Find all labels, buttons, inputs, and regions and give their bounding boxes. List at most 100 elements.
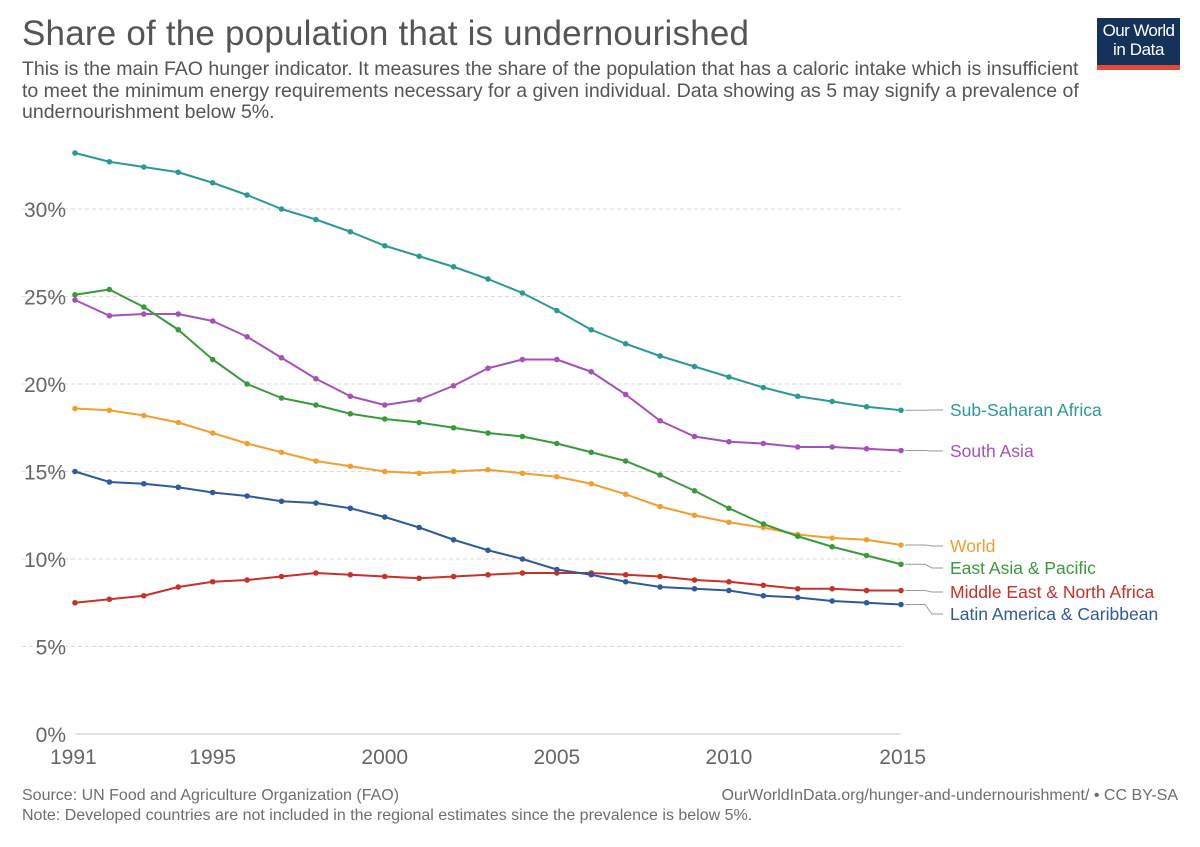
data-point[interactable] <box>209 578 216 585</box>
series-end-label[interactable]: Sub-Saharan Africa <box>950 400 1102 420</box>
data-point[interactable] <box>278 395 285 401</box>
data-point[interactable] <box>863 536 870 543</box>
data-point[interactable] <box>691 577 698 583</box>
data-point[interactable] <box>141 164 147 170</box>
owid-logo[interactable]: Our World in Data <box>1097 18 1180 70</box>
data-point[interactable] <box>244 577 250 583</box>
data-point[interactable] <box>622 571 629 578</box>
data-point[interactable] <box>347 571 354 578</box>
data-point[interactable] <box>72 405 78 412</box>
data-point[interactable] <box>863 599 870 606</box>
series-east-asia-pacific[interactable] <box>72 286 904 568</box>
data-point[interactable] <box>691 363 698 370</box>
data-point[interactable] <box>175 419 182 426</box>
data-point[interactable] <box>829 535 835 541</box>
data-point[interactable] <box>209 356 216 363</box>
data-point[interactable] <box>141 480 147 487</box>
source-url[interactable]: OurWorldInData.org/hunger-and-undernouri… <box>721 787 1179 804</box>
data-point[interactable] <box>554 307 560 314</box>
data-point[interactable] <box>209 179 216 186</box>
data-point[interactable] <box>726 505 732 512</box>
data-point[interactable] <box>485 365 491 372</box>
data-point[interactable] <box>244 381 250 387</box>
data-point[interactable] <box>519 570 526 576</box>
data-point[interactable] <box>416 470 422 477</box>
data-point[interactable] <box>863 552 870 559</box>
data-point[interactable] <box>450 468 457 475</box>
data-point[interactable] <box>657 503 663 510</box>
data-point[interactable] <box>313 402 319 408</box>
data-point[interactable] <box>141 412 147 419</box>
data-point[interactable] <box>588 326 595 333</box>
data-point[interactable] <box>657 584 663 590</box>
data-point[interactable] <box>829 398 835 405</box>
data-point[interactable] <box>898 407 904 414</box>
data-point[interactable] <box>898 587 904 594</box>
data-point[interactable] <box>347 393 354 400</box>
series-end-label[interactable]: Middle East & North Africa <box>950 582 1155 602</box>
series-world[interactable] <box>72 405 904 548</box>
data-point[interactable] <box>72 150 78 156</box>
data-point[interactable] <box>278 206 285 212</box>
data-point[interactable] <box>416 396 422 403</box>
data-point[interactable] <box>381 416 388 422</box>
data-point[interactable] <box>347 505 354 512</box>
data-point[interactable] <box>863 445 870 452</box>
data-point[interactable] <box>106 158 113 165</box>
data-point[interactable] <box>726 519 732 526</box>
data-point[interactable] <box>450 573 457 580</box>
data-point[interactable] <box>72 599 78 606</box>
data-point[interactable] <box>554 566 560 573</box>
data-point[interactable] <box>209 318 216 324</box>
data-point[interactable] <box>760 521 767 527</box>
series-end-label[interactable]: East Asia & Pacific <box>950 558 1096 578</box>
data-point[interactable] <box>657 573 663 580</box>
data-point[interactable] <box>691 487 698 494</box>
data-point[interactable] <box>554 473 560 480</box>
data-point[interactable] <box>72 291 78 298</box>
series-south-asia[interactable] <box>72 297 904 454</box>
data-point[interactable] <box>347 410 354 417</box>
data-point[interactable] <box>622 491 629 498</box>
data-point[interactable] <box>829 444 835 450</box>
data-point[interactable] <box>485 466 491 473</box>
data-point[interactable] <box>175 584 182 590</box>
data-point[interactable] <box>416 419 422 426</box>
data-point[interactable] <box>106 286 113 293</box>
data-point[interactable] <box>829 585 835 592</box>
data-point[interactable] <box>106 312 113 319</box>
data-point[interactable] <box>141 592 147 599</box>
data-point[interactable] <box>760 582 767 589</box>
series-end-label[interactable]: South Asia <box>950 441 1034 461</box>
data-point[interactable] <box>244 440 250 447</box>
data-point[interactable] <box>485 571 491 578</box>
data-point[interactable] <box>485 547 491 554</box>
data-point[interactable] <box>760 592 767 599</box>
series-latin-america-caribbean[interactable] <box>72 468 904 608</box>
data-point[interactable] <box>588 368 595 375</box>
data-point[interactable] <box>898 542 904 548</box>
data-point[interactable] <box>278 498 285 505</box>
data-point[interactable] <box>554 356 560 363</box>
data-point[interactable] <box>588 480 595 487</box>
data-point[interactable] <box>794 533 801 540</box>
data-point[interactable] <box>450 424 457 431</box>
data-point[interactable] <box>278 573 285 580</box>
data-point[interactable] <box>209 430 216 436</box>
data-point[interactable] <box>691 512 698 519</box>
data-point[interactable] <box>898 561 904 568</box>
data-point[interactable] <box>519 290 526 296</box>
data-point[interactable] <box>381 514 388 520</box>
data-point[interactable] <box>554 440 560 447</box>
data-point[interactable] <box>416 253 422 260</box>
data-point[interactable] <box>691 433 698 440</box>
data-point[interactable] <box>657 353 663 359</box>
data-point[interactable] <box>381 242 388 249</box>
data-point[interactable] <box>141 311 147 317</box>
data-point[interactable] <box>622 458 629 464</box>
data-point[interactable] <box>622 578 629 585</box>
series-line[interactable] <box>74 288 902 566</box>
data-point[interactable] <box>175 326 182 333</box>
data-point[interactable] <box>726 587 732 594</box>
data-point[interactable] <box>794 444 801 450</box>
